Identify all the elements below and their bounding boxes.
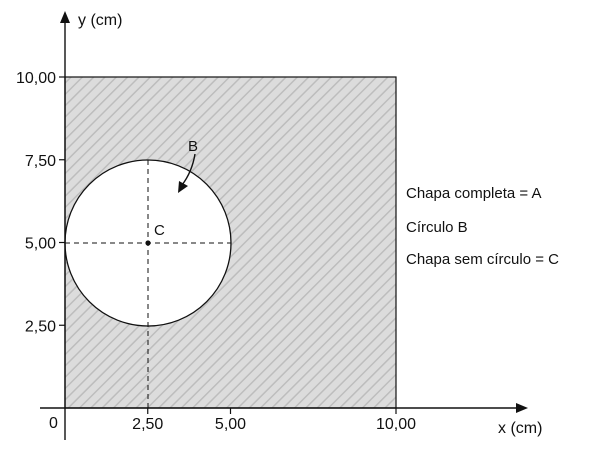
x-axis-arrow-icon [516,403,528,413]
y-axis-arrow-icon [60,11,70,23]
center-label: C [154,222,165,239]
legend-line-circle-b: Círculo B [406,219,468,236]
x-tick-label: 2,50 [132,416,163,433]
y-tick-label: 5,00 [25,236,56,253]
y-tick-label: 2,50 [25,318,56,335]
x-axis-title: x (cm) [498,420,542,437]
circle-label-b: B [188,138,198,155]
y-tick-label: 10,00 [16,70,56,87]
legend-line-plate-a: Chapa completa = A [406,185,542,202]
legend-line-plate-c: Chapa sem círculo = C [406,251,559,268]
b-arrow-head-icon [178,181,188,193]
x-tick-label: 10,00 [376,416,416,433]
y-tick-label: 7,50 [25,153,56,170]
b-arrow [181,153,196,186]
center-point [145,240,151,246]
x-tick-label: 5,00 [215,416,246,433]
y-axis-title: y (cm) [78,12,122,29]
y-tick-group: 2,50 5,00 7,50 10,00 [16,70,65,335]
origin-label: 0 [49,415,58,432]
x-tick-group: 2,50 5,00 10,00 [132,408,416,433]
